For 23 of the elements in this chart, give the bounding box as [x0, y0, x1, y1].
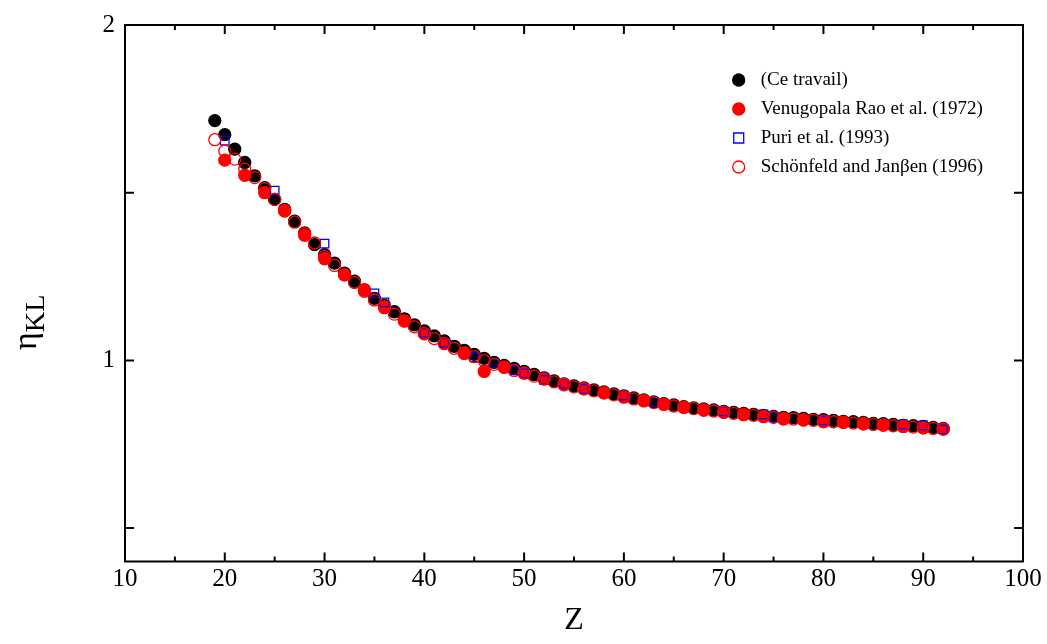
x-axis-title: Z	[564, 600, 584, 637]
point	[477, 364, 491, 379]
legend-label: Venugopala Rao et al. (1972)	[760, 96, 983, 119]
x-tick-label: 80	[810, 564, 836, 592]
x-tick-label: 10	[112, 564, 138, 592]
point	[369, 288, 380, 299]
x-tick-label: 20	[212, 564, 238, 592]
x-tick-label: 90	[910, 564, 936, 592]
x-tick-label: 50	[511, 564, 537, 592]
x-tick-label: 70	[711, 564, 737, 592]
point	[269, 185, 280, 196]
point	[219, 135, 230, 146]
x-tick-label: 30	[312, 564, 338, 592]
x-tick-label: 100	[1004, 564, 1042, 592]
y-tick-label: 2	[102, 9, 115, 37]
x-tick-label: 60	[611, 564, 637, 592]
legend-label: Puri et al. (1993)	[760, 125, 890, 148]
point	[319, 238, 330, 249]
x-tick-label: 40	[411, 564, 437, 592]
y-tick-label: 1	[102, 344, 115, 372]
legend-label: Schönfeld and Janβen (1996)	[760, 154, 984, 177]
legend-label: (Ce travail)	[760, 67, 848, 90]
point	[379, 297, 390, 308]
